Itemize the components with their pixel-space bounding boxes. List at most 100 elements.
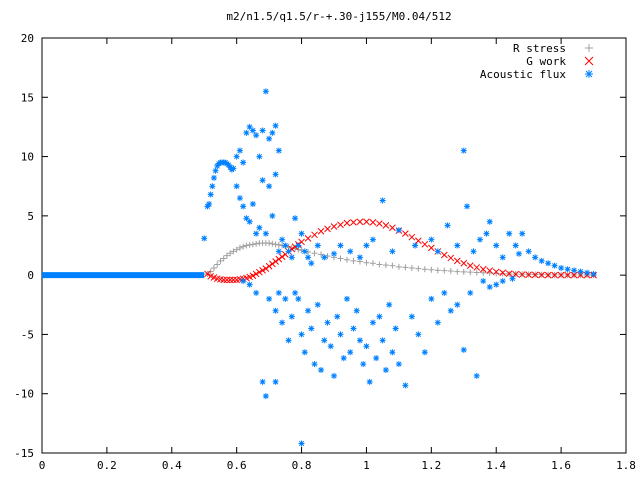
acoustic-flux-point (564, 266, 571, 273)
acoustic-flux-point (249, 201, 256, 207)
legend-label-g-work: G work (526, 55, 566, 68)
acoustic-flux-point (343, 295, 350, 302)
acoustic-flux-point (428, 236, 435, 243)
r-stress-point (376, 261, 383, 268)
acoustic-flux-point (379, 337, 386, 344)
r-stress-point (441, 267, 448, 274)
r-stress-point (460, 268, 467, 275)
acoustic-flux-point (558, 265, 565, 272)
y-tick-label: -15 (14, 447, 34, 460)
g-work-point (272, 258, 279, 265)
g-work-point (249, 272, 257, 280)
g-work-point (223, 276, 231, 284)
acoustic-flux-point (493, 281, 500, 288)
g-work-point (415, 237, 422, 245)
acoustic-flux-point (240, 203, 247, 210)
acoustic-flux-point (266, 135, 273, 142)
r-stress-point (275, 241, 282, 248)
acoustic-flux-point (318, 367, 325, 373)
acoustic-flux-point (275, 147, 282, 154)
legend-marker-r-stress (585, 44, 593, 52)
acoustic-flux-point (253, 132, 260, 139)
g-work-point (226, 276, 234, 284)
r-stress-point (217, 257, 224, 264)
acoustic-flux-point (337, 331, 344, 338)
acoustic-flux-point (444, 222, 451, 229)
acoustic-flux-point (408, 313, 415, 320)
g-work-point (473, 264, 481, 271)
g-work-point (427, 244, 435, 252)
acoustic-flux-point (282, 242, 289, 249)
g-work-point (259, 267, 266, 274)
g-work-point (265, 262, 273, 270)
r-stress-point (220, 255, 227, 262)
acoustic-flux-point (301, 248, 308, 255)
r-stress-point (246, 241, 253, 248)
g-work-point (460, 259, 468, 267)
r-stress-point (227, 250, 234, 257)
y-tick-label: 5 (27, 210, 34, 223)
acoustic-flux-point (509, 275, 516, 282)
acoustic-flux-point (441, 289, 448, 296)
acoustic-flux-point (515, 250, 522, 257)
r-stress-point (389, 262, 396, 269)
acoustic-flux-point (253, 289, 260, 296)
g-work-point (337, 221, 344, 229)
acoustic-flux-point (454, 242, 461, 249)
acoustic-flux-point (590, 270, 597, 277)
g-work-point (512, 270, 520, 278)
acoustic-flux-point (340, 355, 347, 362)
r-stress-point (223, 252, 230, 259)
acoustic-flux-point (269, 129, 276, 136)
r-stress-point (243, 242, 250, 249)
r-stress-point (454, 268, 461, 275)
x-tick-label: 1.4 (486, 459, 506, 472)
acoustic-flux-point (356, 337, 363, 344)
acoustic-flux-point (243, 215, 250, 222)
g-work-point (518, 271, 526, 278)
acoustic-flux-point (246, 218, 253, 225)
x-tick-label: 0.8 (292, 459, 312, 472)
acoustic-flux-point (305, 254, 312, 261)
x-tick-label: 1.8 (616, 459, 636, 472)
acoustic-flux-point (545, 260, 552, 267)
g-work-point (544, 271, 552, 279)
g-work-point (252, 270, 260, 278)
g-work-point (262, 265, 270, 272)
acoustic-flux-point (236, 147, 243, 154)
acoustic-flux-point (376, 313, 383, 320)
acoustic-flux-point (204, 203, 211, 210)
acoustic-flux-point (256, 224, 263, 231)
acoustic-flux-point (350, 325, 357, 332)
acoustic-flux-point (395, 227, 402, 234)
acoustic-flux-point (256, 153, 263, 160)
acoustic-flux-point (324, 319, 331, 326)
r-stress-point (207, 268, 214, 275)
acoustic-flux-point (480, 278, 487, 285)
acoustic-flux-point (227, 164, 234, 171)
y-tick-label: 15 (21, 91, 34, 104)
r-stress-point (269, 240, 276, 247)
g-work-point (269, 260, 276, 268)
r-stress-point (233, 246, 240, 253)
acoustic-flux-point (308, 325, 315, 332)
acoustic-flux-point (571, 267, 578, 274)
acoustic-flux-point (259, 127, 266, 134)
acoustic-flux-point (210, 174, 217, 181)
acoustic-flux-point (209, 183, 216, 190)
x-tick-label: 0.2 (97, 459, 117, 472)
acoustic-flux-point (334, 313, 341, 320)
acoustic-flux-point (386, 301, 393, 308)
r-stress-point (369, 260, 376, 267)
x-tick-label: 1.2 (421, 459, 441, 472)
g-work-point (343, 219, 351, 227)
acoustic-flux-point (347, 349, 354, 356)
acoustic-flux-point (236, 195, 243, 202)
acoustic-flux-point (314, 301, 321, 308)
acoustic-flux-point (233, 183, 240, 190)
r-stress-point (337, 255, 344, 262)
x-tick-label: 1.6 (551, 459, 571, 472)
r-stress-point (395, 263, 402, 270)
acoustic-flux-point (249, 127, 256, 134)
